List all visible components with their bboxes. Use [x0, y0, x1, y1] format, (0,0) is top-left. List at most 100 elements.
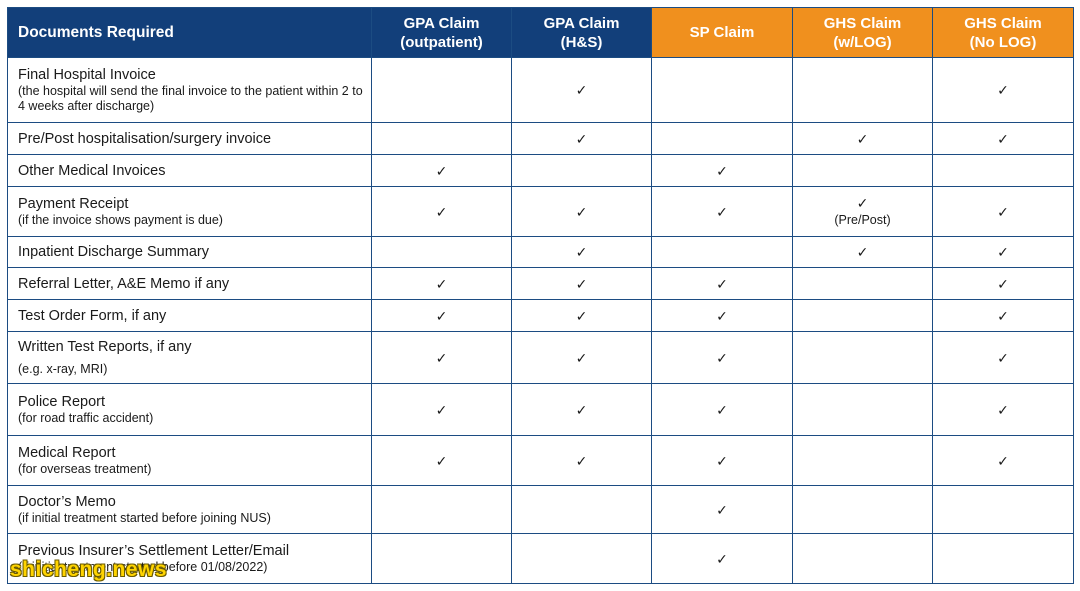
checkmark-icon: ✓: [716, 275, 728, 292]
requirement-cell: ✓: [651, 299, 793, 332]
requirement-cell: ✓: [511, 299, 652, 332]
checkmark-icon: ✓: [435, 349, 448, 366]
checkmark-icon: ✓: [716, 203, 728, 220]
requirement-cell: ✓: [932, 267, 1074, 300]
checkmark-icon: ✓: [435, 307, 448, 324]
requirement-cell: [371, 236, 512, 268]
document-name: Medical Report: [18, 445, 116, 461]
requirement-cell: ✓: [792, 122, 933, 155]
requirement-cell: ✓: [371, 299, 512, 332]
checkmark-icon: ✓: [435, 162, 448, 179]
requirement-cell: [792, 57, 933, 123]
document-note: (for road traffic accident): [18, 411, 154, 425]
table-row: Pre/Post hospitalisation/surgery invoice…: [7, 122, 1074, 155]
column-header-title: SP Claim: [689, 24, 755, 41]
requirement-cell: [792, 331, 933, 384]
checkmark-icon: ✓: [716, 307, 728, 324]
checkmark-icon: ✓: [716, 162, 728, 179]
checkmark-icon: ✓: [997, 203, 1009, 220]
requirement-cell: ✓ (Pre/Post): [792, 186, 933, 237]
requirement-cell: ✓: [511, 331, 652, 384]
checkmark-icon: ✓: [997, 130, 1009, 147]
requirement-cell: [651, 57, 793, 123]
checkmark-icon: ✓: [575, 452, 588, 469]
checkmark-icon: ✓: [856, 244, 869, 260]
document-name: Police Report: [18, 394, 106, 410]
checkmark-icon: ✓: [435, 452, 448, 469]
document-cell: Written Test Reports, if any (e.g. x-ray,…: [7, 331, 372, 384]
document-cell: Pre/Post hospitalisation/surgery invoice: [7, 122, 372, 155]
table-row: Police Report (for road traffic accident)…: [7, 383, 1074, 436]
checkmark-icon: ✓: [575, 203, 588, 220]
checkmark-icon: ✓: [997, 349, 1009, 366]
checkmark-icon: ✓: [435, 275, 448, 292]
requirement-cell: [511, 533, 652, 584]
document-note: (if initial treatment started before 01/…: [18, 560, 268, 574]
requirement-cell: ✓: [511, 57, 652, 123]
requirement-note: (Pre/Post): [834, 213, 891, 227]
document-name: Referral Letter, A&E Memo if any: [18, 275, 230, 292]
checkmark-icon: ✓: [575, 401, 588, 418]
checkmark-icon: ✓: [435, 203, 448, 220]
requirement-cell: ✓: [651, 435, 793, 486]
requirement-cell: [792, 267, 933, 300]
requirement-cell: ✓: [932, 57, 1074, 123]
checkmark-icon: ✓: [716, 349, 728, 366]
column-header-title: GPA Claim: [403, 14, 480, 32]
requirement-cell: [371, 485, 512, 534]
document-name: Final Hospital Invoice: [18, 67, 156, 83]
checkmark-icon: ✓: [716, 452, 728, 469]
requirement-cell: ✓: [932, 331, 1074, 384]
table-row: Previous Insurer’s Settlement Letter/Ema…: [7, 533, 1074, 584]
table-row: Medical Report (for overseas treatment) ✓ ✓…: [7, 435, 1074, 486]
checkmark-icon: ✓: [997, 401, 1009, 418]
column-header-2: GPA Claim (H&S): [511, 7, 652, 58]
requirement-cell: ✓: [932, 236, 1074, 268]
checkmark-icon: ✓: [575, 130, 588, 147]
checkmark-icon: ✓: [997, 244, 1009, 260]
checkmark-icon: ✓: [575, 307, 588, 324]
table-row: Referral Letter, A&E Memo if any ✓ ✓ ✓ ✓: [7, 267, 1074, 300]
document-note: (for overseas treatment): [18, 462, 152, 476]
document-name: Inpatient Discharge Summary: [18, 244, 209, 260]
requirement-cell: [792, 435, 933, 486]
document-cell: Final Hospital Invoice (the hospital will…: [7, 57, 372, 123]
column-header-3: SP Claim: [651, 7, 793, 58]
requirement-cell: ✓: [511, 236, 652, 268]
document-name: Other Medical Invoices: [18, 162, 166, 179]
requirement-cell: [792, 383, 933, 436]
table-body: Final Hospital Invoice (the hospital will…: [7, 57, 1074, 584]
requirement-cell: [932, 154, 1074, 187]
requirement-cell: ✓: [651, 267, 793, 300]
requirement-cell: ✓: [511, 435, 652, 486]
checkmark-icon: ✓: [435, 401, 448, 418]
column-header-title: GPA Claim: [543, 14, 620, 32]
checkmark-icon: ✓: [575, 349, 588, 366]
document-cell: Police Report (for road traffic accident): [7, 383, 372, 436]
requirement-cell: ✓: [371, 435, 512, 486]
document-cell: Other Medical Invoices: [7, 154, 372, 187]
document-cell: Payment Receipt (if the invoice shows pay…: [7, 186, 372, 237]
requirement-cell: [932, 533, 1074, 584]
column-header-4: GHS Claim (w/LOG): [792, 7, 933, 58]
requirement-cell: ✓: [371, 154, 512, 187]
column-header-subtitle: (w/LOG): [833, 33, 892, 51]
column-header-subtitle: (H&S): [560, 33, 603, 51]
column-header-1: GPA Claim (outpatient): [371, 7, 512, 58]
document-cell: Test Order Form, if any: [7, 299, 372, 332]
requirement-cell: ✓: [932, 186, 1074, 237]
requirement-cell: ✓: [932, 299, 1074, 332]
document-cell: Inpatient Discharge Summary: [7, 236, 372, 268]
requirement-cell: ✓: [371, 331, 512, 384]
document-note: (if initial treatment started before joi…: [18, 511, 271, 525]
checkmark-icon: ✓: [575, 275, 588, 292]
requirement-cell: [792, 485, 933, 534]
requirement-cell: ✓: [651, 331, 793, 384]
checkmark-icon: ✓: [716, 550, 728, 567]
column-header-title: GHS Claim: [964, 14, 1042, 32]
checkmark-icon: ✓: [856, 130, 869, 147]
table-header-row: Documents Required GPA Claim (outpatient)…: [7, 7, 1074, 58]
requirement-cell: [511, 154, 652, 187]
requirement-cell: [792, 533, 933, 584]
requirement-cell: ✓: [511, 186, 652, 237]
